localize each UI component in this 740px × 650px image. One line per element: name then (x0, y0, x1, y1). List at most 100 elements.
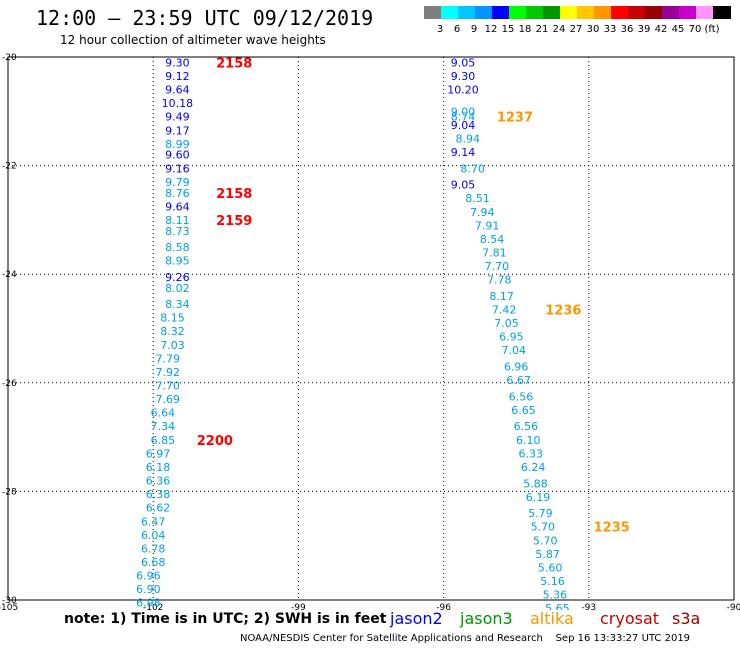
colorbar-swatch (475, 6, 493, 19)
swh-value-label: 8.73 (165, 225, 190, 238)
swh-value-label: 6.56 (514, 420, 539, 433)
time-label: 1236 (545, 303, 581, 318)
series-point-label: 10.20 (447, 84, 479, 97)
series-point-label: 9.12 (165, 70, 190, 83)
swh-value-label: 8.34 (165, 298, 190, 311)
colorbar-swatch (509, 6, 527, 19)
swh-value-label: 7.78 (487, 274, 512, 287)
swh-value-label: 6.36 (146, 475, 171, 488)
swh-value-label: 6.67 (506, 374, 531, 387)
swh-value-label: 5.70 (531, 521, 556, 534)
swh-value-label: 8.70 (460, 162, 485, 175)
colorbar-label: 42 (654, 24, 668, 35)
colorbar-swatch (628, 6, 646, 19)
swh-value-label: 7.81 (482, 246, 507, 259)
swh-value-label: 7.05 (494, 317, 519, 330)
colorbar-label: 21 (535, 24, 549, 35)
series-point-label: 9.64 (165, 200, 190, 213)
series-point-label: 9.26 (165, 271, 190, 284)
note-text: note: 1) Time is in UTC; 2) SWH is in fe… (64, 611, 387, 627)
colorbar-label: 27 (569, 24, 583, 35)
colorbar-swatch (594, 6, 612, 19)
time-label: 1237 (497, 111, 533, 126)
series-point-label: 9.05 (451, 179, 476, 192)
swh-value-label: 9.79 (165, 176, 190, 189)
colorbar-label: 33 (603, 24, 617, 35)
swh-value-label: 5.60 (538, 561, 563, 574)
swh-value-label: 6.78 (141, 542, 166, 555)
swh-value-label: 7.04 (502, 344, 527, 357)
colorbar-swatch (492, 6, 510, 19)
mission-label-jason3: jason3 (460, 609, 513, 628)
swh-value-label: 8.32 (160, 325, 185, 338)
colorbar-swatch (458, 6, 476, 19)
colorbar-label: 6 (453, 24, 461, 35)
swh-value-label: 8.99 (165, 138, 190, 151)
colorbar-swatch (441, 6, 459, 19)
swh-value-label: 8.94 (456, 132, 481, 145)
x-tick-label: -93 (581, 603, 596, 610)
swh-value-label: 6.98 (136, 597, 161, 610)
swh-value-label: 7.70 (485, 260, 510, 273)
time-label: 2158 (216, 187, 252, 202)
swh-value-label: 8.17 (489, 290, 514, 303)
series-point-label: 9.64 (165, 84, 190, 97)
series-point-label: 9.30 (451, 70, 476, 83)
swh-value-label: 6.38 (146, 488, 171, 501)
swh-value-label: 7.94 (470, 206, 495, 219)
swh-value-label: 5.88 (523, 477, 548, 490)
swh-value-label: 8.74 (451, 111, 476, 124)
y-tick-label: -20 (2, 53, 17, 63)
colorbar-label: 45 (671, 24, 685, 35)
time-label: 2159 (216, 214, 252, 229)
swh-value-label: 5.79 (528, 507, 553, 520)
plot-frame (7, 56, 735, 601)
colorbar-label: 18 (518, 24, 532, 35)
swh-value-label: 8.54 (480, 233, 505, 246)
y-tick-label: -24 (2, 270, 17, 280)
series-point-label: 10.18 (162, 97, 194, 110)
swh-value-label: 6.85 (151, 434, 176, 447)
series-point-label: 9.17 (165, 124, 190, 137)
colorbar-label: 12 (484, 24, 498, 35)
swh-value-label: 6.33 (518, 447, 543, 460)
time-label: 2200 (197, 434, 233, 449)
footer-text: NOAA/NESDIS Center for Satellite Applica… (240, 633, 691, 644)
x-tick-label: -90 (727, 603, 740, 610)
colorbar-swatch (713, 6, 731, 19)
swh-value-label: 8.95 (165, 255, 190, 268)
colorbar-swatch (662, 6, 680, 19)
colorbar-swatch (543, 6, 561, 19)
swh-value-label: 8.76 (165, 187, 190, 200)
time-label: 1235 (594, 521, 630, 536)
mission-label-cryosat: cryosat (600, 609, 660, 628)
colorbar-swatch (645, 6, 663, 19)
page-subtitle: 12 hour collection of altimeter wave hei… (60, 33, 326, 47)
series-point-label: 9.14 (451, 146, 476, 159)
series-point-label: 9.16 (165, 162, 190, 175)
colorbar-swatch (560, 6, 578, 19)
colorbar-swatch (611, 6, 629, 19)
swh-value-label: 6.68 (141, 556, 166, 569)
swh-value-label: 8.11 (165, 214, 190, 227)
swh-value-label: 7.03 (160, 339, 185, 352)
swh-value-label: 6.62 (146, 502, 171, 515)
swh-value-label: 8.15 (160, 312, 185, 325)
page-title: 12:00 – 23:59 UTC 09/12/2019 (36, 6, 374, 30)
colorbar-swatch (696, 6, 714, 19)
mission-label-s3a: s3a (672, 609, 701, 628)
swh-value-label: 6.95 (499, 331, 524, 344)
swh-value-label: 6.18 (146, 461, 171, 474)
swh-value-label: 6.65 (511, 404, 536, 417)
swh-value-label: 6.19 (526, 491, 551, 504)
colorbar-swatch (526, 6, 544, 19)
swh-value-label: 6.96 (504, 361, 529, 374)
swh-value-label: 5.87 (535, 548, 560, 561)
swh-value-label: 7.91 (475, 219, 500, 232)
colorbar-label: 9 (470, 24, 478, 35)
swh-value-label: 5.16 (540, 575, 565, 588)
mission-label-altika: altika (530, 609, 574, 628)
colorbar-swatch (679, 6, 697, 19)
swh-value-label: 7.34 (151, 420, 176, 433)
